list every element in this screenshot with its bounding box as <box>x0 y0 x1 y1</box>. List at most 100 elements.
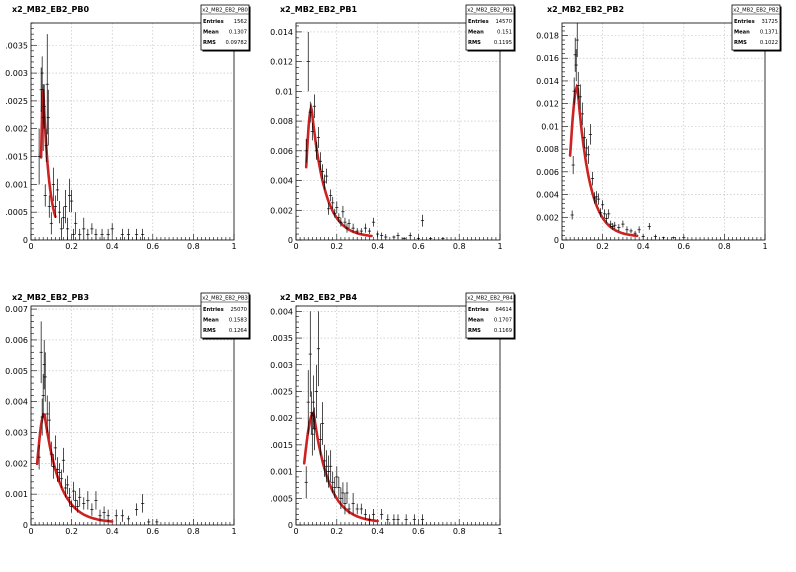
chart-panel-0: 0 0.2 0.4 0.6 0.8 1 0 .0005 0.001 .0015 0.002 .0025… <box>5 4 251 251</box>
chart-panel-3: 0 0.2 0.4 0.6 0.8 1 0 0.001 0.002 0.003 0.004 0.005… <box>5 292 251 536</box>
stats-name: x2_MB2_EB2_PB1 <box>467 8 513 14</box>
y-tick-label: 0.018 <box>536 31 559 40</box>
x-tick-label: 0.6 <box>412 527 425 536</box>
chart-panel-1: 0 0.2 0.4 0.6 0.8 1 0 0.002 0.004 0.006 0.008 0.01 0… <box>270 4 516 251</box>
stats-value: 0.1264 <box>229 328 248 334</box>
fit-curve <box>568 83 639 238</box>
x-tick-label: 0 <box>559 242 564 251</box>
y-tick-label: 0.002 <box>5 125 28 134</box>
y-tick-label: 0.003 <box>5 69 28 78</box>
x-tick-label: 0.4 <box>371 527 384 536</box>
x-tick-label: 0.4 <box>106 527 119 536</box>
stats-name: x2_MB2_EB2_PB0 <box>202 8 248 14</box>
stats-value: 0.1022 <box>760 40 778 46</box>
stats-value: 0.1195 <box>494 40 512 46</box>
x-tick-label: 0 <box>28 242 33 251</box>
stats-value: 84614 <box>495 307 512 313</box>
x-tick-label: 0.2 <box>65 242 78 251</box>
y-tick-label: 0.006 <box>5 336 28 345</box>
x-tick-label: 1 <box>231 242 236 251</box>
stats-label: Mean <box>734 30 750 36</box>
y-tick-label: .0035 <box>5 41 28 50</box>
chart-title: x2_MB2_EB2_PB3 <box>12 293 89 302</box>
x-tick-label: 0.8 <box>453 242 466 251</box>
x-tick-label: 1 <box>497 527 502 536</box>
fit-curve <box>35 412 114 523</box>
stats-label: Mean <box>468 318 484 324</box>
stats-box <box>465 292 515 339</box>
y-tick-label: 0.005 <box>5 367 28 376</box>
stats-value: 31725 <box>761 19 778 25</box>
y-tick-label: .0025 <box>270 387 293 396</box>
x-tick-label: 1 <box>497 242 502 251</box>
y-tick-label: .0005 <box>270 494 293 503</box>
stats-label: Mean <box>203 318 219 324</box>
stats-box <box>200 292 250 339</box>
y-tick-label: .0025 <box>5 97 28 106</box>
y-tick-label: 0 <box>23 236 28 245</box>
stats-value: 0.1371 <box>760 30 778 36</box>
stats-label: RMS <box>468 40 481 46</box>
y-tick-label: 0 <box>23 521 28 530</box>
x-tick-label: 0.8 <box>187 242 200 251</box>
x-tick-label: 1 <box>762 242 767 251</box>
stats-name: x2_MB2_EB2_PB4 <box>467 296 513 302</box>
stats-value: 0.151 <box>497 30 512 36</box>
y-tick-label: 0.002 <box>270 206 293 215</box>
x-tick-label: 0 <box>28 527 33 536</box>
stats-name: x2_MB2_EB2_PB3 <box>202 296 248 302</box>
stats-label: Entries <box>203 307 224 313</box>
x-tick-label: 1 <box>231 527 236 536</box>
x-tick-label: 0.8 <box>453 527 466 536</box>
y-tick-label: 0.016 <box>536 54 559 63</box>
y-tick-label: 0 <box>554 236 559 245</box>
stats-box <box>200 4 250 51</box>
y-tick-label: 0.004 <box>270 307 293 316</box>
x-tick-label: 0.8 <box>718 242 731 251</box>
y-tick-label: 0.004 <box>536 191 559 200</box>
stats-label: Mean <box>468 30 484 36</box>
x-tick-label: 0.6 <box>677 242 690 251</box>
y-tick-label: 0.008 <box>270 117 293 126</box>
stats-label: Entries <box>203 19 224 25</box>
stats-label: RMS <box>203 40 216 46</box>
chart-title: x2_MB2_EB2_PB0 <box>12 5 89 14</box>
stats-value: 0.1169 <box>494 328 512 334</box>
x-tick-label: 0.2 <box>330 242 343 251</box>
stats-name: x2_MB2_EB2_PB2 <box>733 8 779 14</box>
y-tick-label: 0.012 <box>270 58 293 67</box>
stats-value: 14570 <box>495 19 512 25</box>
stats-box <box>731 4 781 51</box>
y-tick-label: 0.012 <box>536 100 559 109</box>
stats-label: Mean <box>203 30 219 36</box>
stats-label: RMS <box>734 40 747 46</box>
stats-value: 1562 <box>234 19 247 25</box>
stats-box <box>465 4 515 51</box>
stats-value: 0.1583 <box>229 318 247 324</box>
y-tick-label: 0.01 <box>275 87 293 96</box>
x-tick-label: 0.2 <box>596 242 609 251</box>
plot-frame <box>561 22 766 241</box>
y-tick-label: 0.001 <box>270 468 293 477</box>
stats-label: Entries <box>468 307 489 313</box>
y-tick-label: 0 <box>288 236 293 245</box>
fit-curve <box>39 88 57 218</box>
y-tick-label: 0.006 <box>536 168 559 177</box>
stats-label: RMS <box>468 328 481 334</box>
y-tick-label: 0.001 <box>5 180 28 189</box>
stats-value: 0.1307 <box>229 30 247 36</box>
chart-panel-2: 0 0.2 0.4 0.6 0.8 1 0 0.002 0.004 0.006 0.008 0.01 0… <box>536 4 782 251</box>
x-tick-label: 0.4 <box>371 242 384 251</box>
y-tick-label: .0015 <box>270 441 293 450</box>
x-tick-label: 0.2 <box>330 527 343 536</box>
chart-title: x2_MB2_EB2_PB1 <box>280 5 357 14</box>
y-tick-label: 0.01 <box>541 122 559 131</box>
stats-value: 0.1707 <box>494 318 512 324</box>
stats-label: Entries <box>734 19 755 25</box>
y-tick-label: .0015 <box>5 153 28 162</box>
y-tick-label: 0.002 <box>536 213 559 222</box>
y-tick-label: 0.002 <box>270 414 293 423</box>
y-tick-label: 0.004 <box>5 398 28 407</box>
y-tick-label: 0.003 <box>5 428 28 437</box>
x-tick-label: 0.8 <box>187 527 200 536</box>
